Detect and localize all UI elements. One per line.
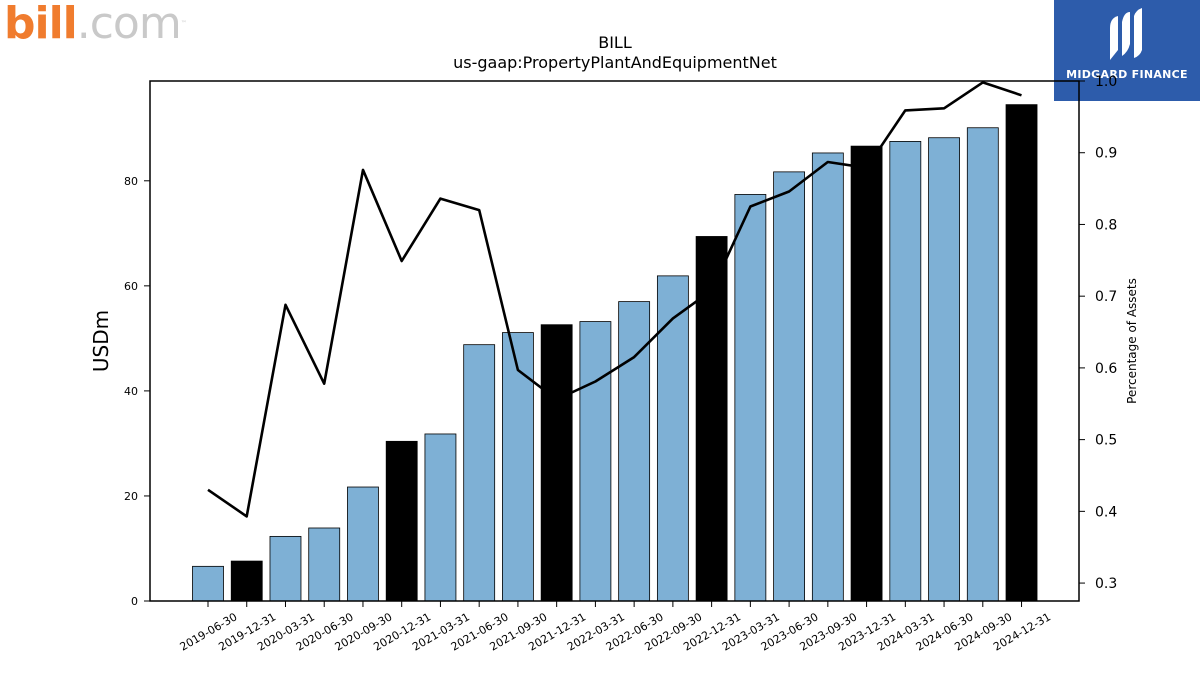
y-tick-label: 80 [124, 175, 138, 188]
y2-tick-label: 0.5 [1095, 433, 1117, 449]
midgard-finance-logo: MIDGARD FINANCE [1054, 0, 1200, 101]
y2-tick-label: 0.4 [1095, 504, 1117, 520]
y2-tick-label: 0.3 [1095, 576, 1117, 592]
bar-2020-09-30 [347, 486, 379, 602]
bar-2023-12-31 [850, 145, 883, 602]
bar-2020-06-30 [308, 527, 341, 602]
bar-2021-03-31 [424, 433, 457, 602]
y2-tick-label: 0.6 [1095, 361, 1117, 377]
midgard-finance-text: MIDGARD FINANCE [1066, 68, 1188, 81]
y2-tick-label: 0.8 [1095, 217, 1117, 233]
y-tick-label: 0 [131, 595, 138, 608]
bar-2023-03-31 [734, 194, 767, 602]
bar-2022-09-30 [656, 275, 689, 602]
y-tick-label: 60 [124, 280, 138, 293]
right-axis: 0.3 0.4 0.5 0.6 0.7 0.8 0.9 1.0 [1079, 74, 1117, 592]
bar-2019-12-31 [230, 560, 263, 602]
x-axis: 2019-06-302019-12-312020-03-312020-06-30… [178, 601, 1053, 654]
bar-2022-03-31 [579, 321, 612, 602]
bar-2019-06-30 [192, 565, 224, 602]
midgard-emblem-icon [1110, 8, 1142, 60]
bar-2021-09-30 [502, 332, 534, 602]
bar-2021-12-31 [540, 324, 573, 602]
bar-2023-06-30 [773, 171, 805, 602]
bar-2024-09-30 [966, 127, 999, 602]
chart-title: BILL [598, 33, 632, 52]
bar-2024-03-31 [889, 141, 922, 602]
bar-2020-03-31 [269, 535, 302, 602]
y2-tick-label: 0.7 [1095, 289, 1117, 305]
bill-logo: bill.com™ [4, 0, 187, 49]
bar-2021-06-30 [463, 344, 496, 602]
y-tick-label: 20 [124, 490, 138, 503]
bars [192, 104, 1038, 602]
y2-axis-label: Percentage of Assets [1125, 278, 1139, 404]
left-axis: 0 20 40 60 80 [124, 175, 150, 608]
plot-frame [149, 80, 1080, 602]
line-layer [207, 81, 1022, 518]
pct-assets-line [207, 81, 1022, 518]
bar-2023-09-30 [811, 152, 844, 602]
bar-2024-12-31 [1005, 104, 1038, 602]
y-tick-label: 40 [124, 385, 138, 398]
bar-2020-12-31 [385, 440, 418, 602]
y2-tick-label: 0.9 [1095, 146, 1117, 162]
y2-tick-label: 1.0 [1095, 74, 1117, 90]
bar-2024-06-30 [928, 137, 960, 602]
chart-subtitle: us-gaap:PropertyPlantAndEquipmentNet [453, 53, 777, 72]
y-axis-label: USDm [89, 310, 113, 372]
